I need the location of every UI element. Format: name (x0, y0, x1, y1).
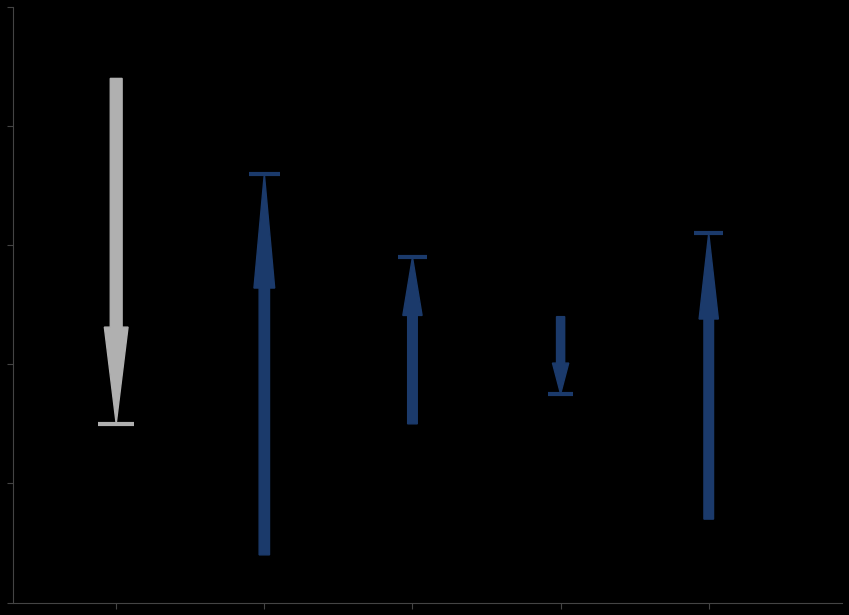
FancyArrow shape (402, 257, 422, 424)
FancyArrow shape (104, 78, 128, 424)
FancyArrow shape (254, 173, 275, 555)
FancyArrow shape (699, 233, 718, 519)
FancyArrow shape (553, 317, 569, 394)
